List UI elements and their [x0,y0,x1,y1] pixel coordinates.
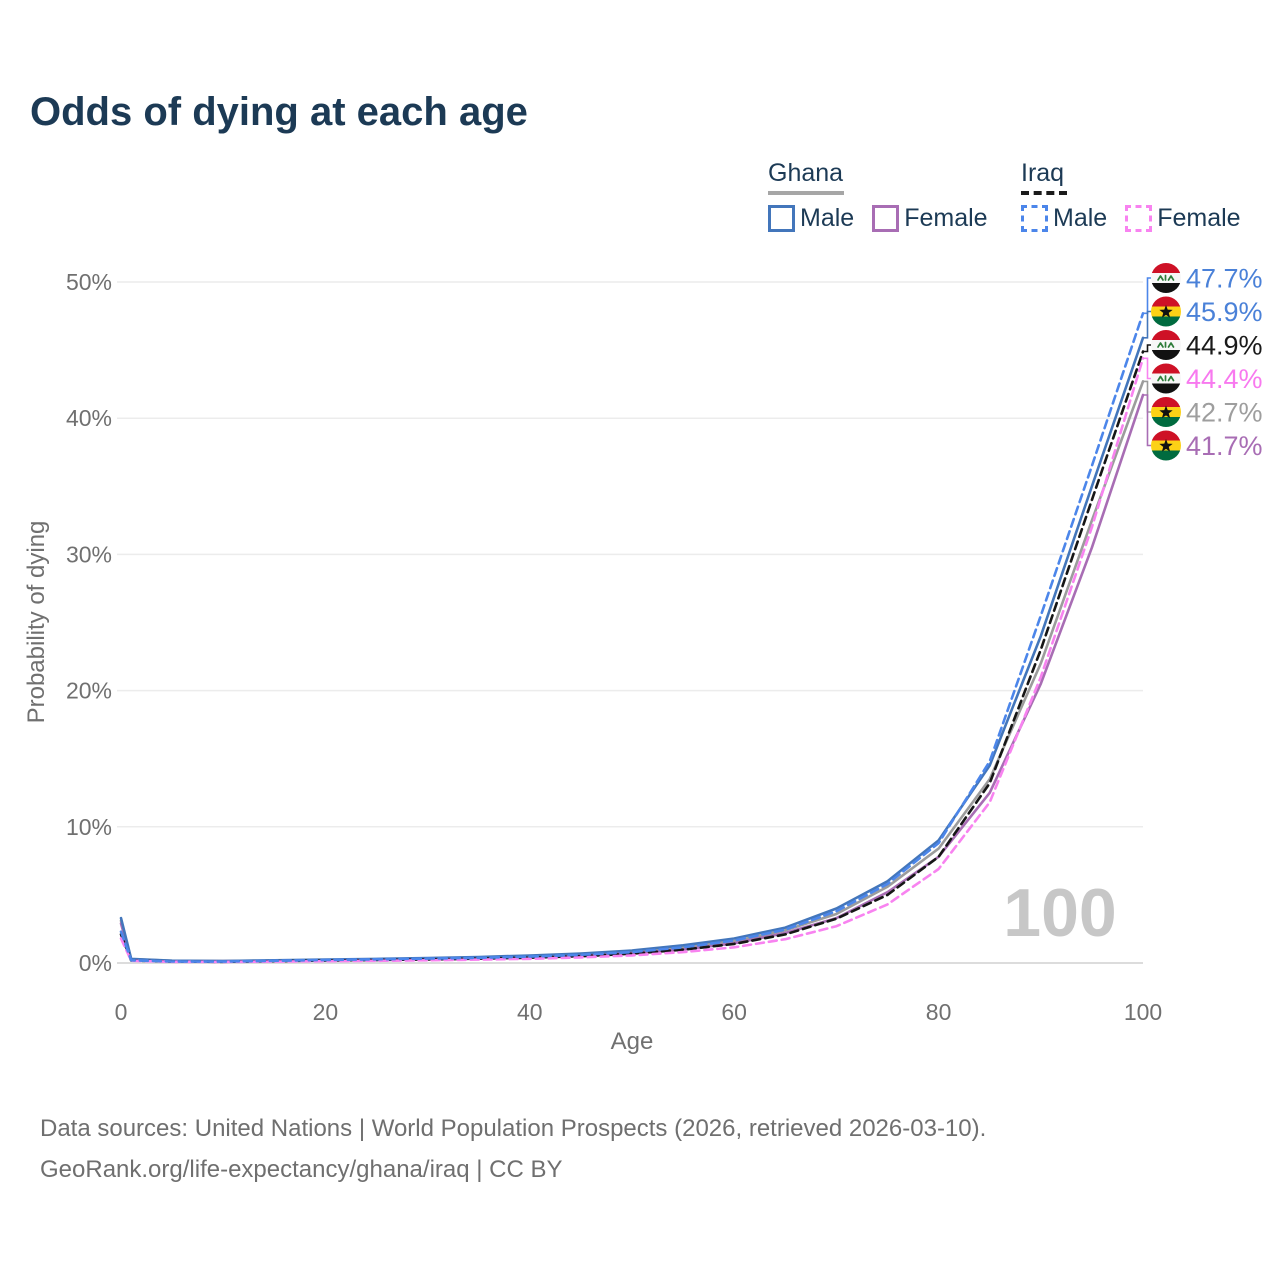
series-line-iraq-female[interactable] [119,356,1145,964]
end-label-connector-iraq-female [1143,357,1151,380]
x-axis-title: Age [611,1028,654,1055]
legend-label-ghana-female[interactable]: Female [904,203,988,232]
legend-underline-ghana [768,190,844,195]
end-label-value-ghana-total: 42.7% [1186,398,1263,428]
ghana-flag-icon [1151,397,1181,427]
iraq-flag-icon [1151,263,1181,293]
y-tick-label: 40% [66,405,112,431]
iraq-flag-icon [1151,330,1181,360]
footer-line-1: Data sources: United Nations | World Pop… [40,1115,987,1142]
legend-underline-iraq [1021,190,1067,195]
series-line-ghana-male[interactable] [119,336,1145,963]
series-line-ghana-female[interactable] [119,393,1145,963]
ghana-flag-icon [1151,296,1181,327]
legend-label-ghana-male[interactable]: Male [800,203,855,232]
legend-label-iraq-male[interactable]: Male [1053,203,1108,232]
end-label-connector-iraq-male [1143,277,1151,315]
end-label-connector-iraq-total [1143,344,1151,353]
x-tick-label: 0 [115,999,128,1025]
end-label-connector-ghana-female [1143,394,1151,447]
y-axis-title: Probability of dying [23,521,50,724]
y-tick-label: 30% [66,541,112,567]
legend-group-title-ghana[interactable]: Ghana [768,159,844,187]
legend-swatch-iraq-male[interactable] [1021,204,1048,232]
end-label-value-ghana-male: 45.9% [1186,297,1263,327]
page-title: Odds of dying at each age [30,90,528,134]
end-label-value-ghana-female: 41.7% [1186,431,1263,461]
legend-group-ghana: Ghana Male Female [768,159,1006,233]
x-tick-label: 20 [313,999,339,1025]
footer-line-2: GeoRank.org/life-expectancy/ghana/iraq |… [40,1156,563,1184]
x-tick-label: 40 [517,999,543,1025]
y-tick-label: 20% [66,678,112,704]
series-line-iraq-male[interactable] [119,311,1145,963]
end-label-connector-ghana-male [1143,310,1151,339]
legend-swatch-ghana-male[interactable] [768,204,795,232]
legend-label-iraq-female[interactable]: Female [1157,203,1241,232]
x-tick-label: 100 [1124,999,1162,1025]
end-label-value-iraq-male: 47.7% [1186,264,1263,294]
iraq-flag-icon [1151,363,1181,394]
end-label-value-iraq-female: 44.4% [1186,364,1263,394]
legend-swatch-iraq-female[interactable] [1125,204,1153,232]
odds-of-dying-line-chart: 0% 10% 20% 30% 40% 50% 0 20 40 60 80 100 Age Probabil… [23,263,1263,1055]
series-line-iraq-total[interactable] [119,350,1145,964]
y-tick-label: 50% [66,269,112,295]
legend-group-title-iraq[interactable]: Iraq [1021,159,1065,187]
age-watermark: 100 [1003,875,1116,951]
y-tick-label: 0% [79,950,112,976]
legend-swatch-ghana-female[interactable] [872,204,900,232]
ghana-flag-icon [1151,430,1181,461]
legend-group-iraq: Iraq Male Female [1021,159,1259,233]
y-tick-label: 10% [66,814,112,840]
x-tick-label: 80 [926,999,952,1025]
data-sources-footer: Data sources: United Nations | World Pop… [40,1108,986,1191]
x-tick-label: 60 [721,999,747,1025]
series-line-ghana-total[interactable] [119,380,1145,963]
end-label-value-iraq-total: 44.9% [1186,331,1263,361]
legend: Ghana Male Female Iraq Male Female [768,159,1268,240]
